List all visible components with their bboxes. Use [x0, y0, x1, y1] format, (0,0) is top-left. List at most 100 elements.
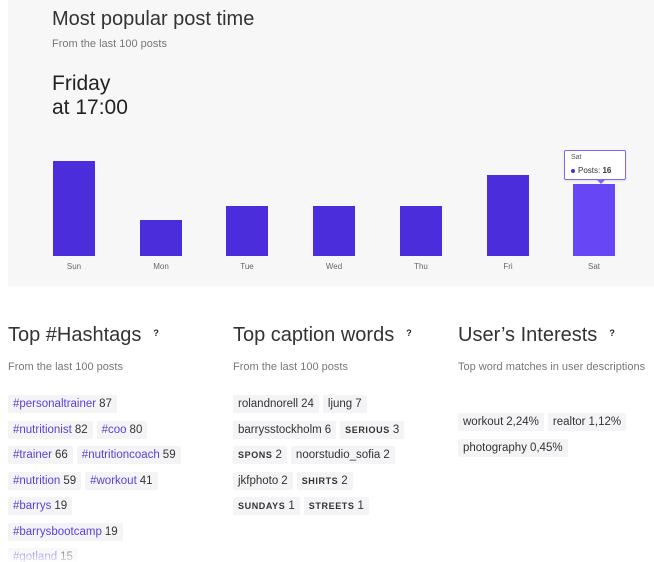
bar-mon[interactable] — [140, 220, 182, 256]
posts-by-day-chart: Sun Mon Tue Wed Thu Fri Sat — [8, 0, 654, 286]
caption-word-chip[interactable]: noorstudio_sofia 2 — [290, 446, 395, 464]
bar-fri[interactable] — [487, 175, 529, 256]
caption-word-chip-count: 2 — [383, 449, 390, 461]
caption-word-chip-label: rolandnorell — [238, 398, 299, 410]
post-time-card: Most popular post time From the last 100… — [8, 0, 654, 286]
chip-row: #nutritionist 82 #coo 80 — [8, 420, 151, 439]
bar-tue[interactable] — [226, 206, 268, 256]
best-day: Friday — [52, 72, 111, 95]
interest-chip-count: 0,45% — [529, 441, 563, 454]
chip-row: workout 2,24% realtor 1,12% — [458, 413, 630, 431]
interest-chip[interactable]: photography 0,45% — [458, 438, 568, 457]
hashtag-chip-label: #nutritioncoach — [81, 449, 160, 461]
x-tick-label: Mon — [153, 262, 169, 271]
tooltip-line: Posts: 16 — [571, 166, 611, 175]
interest-chip[interactable]: workout 2,24% — [458, 413, 544, 431]
caption-word-chip-label: SUNDAYS — [238, 501, 286, 511]
caption-word-chip-count: 2 — [281, 474, 288, 487]
hashtag-chip-count: 87 — [99, 398, 112, 410]
hashtag-chip-label: #barrys — [13, 500, 52, 512]
hashtag-chip[interactable]: #barrysbootcamp 19 — [8, 522, 123, 541]
tooltip-dot-icon — [571, 168, 575, 173]
hashtag-chip[interactable]: #personaltrainer 87 — [8, 395, 117, 413]
chip-row: #barrysbootcamp 19 — [8, 522, 127, 541]
chip-row: #barrys 19 — [8, 497, 76, 515]
caption-word-chip[interactable]: rolandnorell 24 — [233, 395, 319, 413]
caption-words-subtitle: From the last 100 posts — [233, 361, 348, 373]
bar-thu[interactable] — [400, 206, 442, 256]
hashtag-chip[interactable]: #trainer 66 — [8, 446, 73, 464]
interests-title: User’s Interests — [458, 324, 598, 346]
bar-sat[interactable] — [573, 184, 615, 256]
hashtag-chip-count: 82 — [74, 423, 88, 436]
caption-word-chip[interactable]: SUNDAYS 1 — [233, 497, 300, 515]
hashtag-chip-label: #nutritionist — [13, 423, 72, 436]
best-time: at 17:00 — [52, 96, 128, 119]
hashtags-section: Top #Hashtags? From the last 100 posts — [8, 324, 159, 376]
scroll-fade — [0, 540, 654, 562]
hashtags-title: Top #Hashtags — [8, 324, 142, 346]
caption-word-chip-label: SHIRTS — [301, 475, 339, 486]
x-tick-label: Sun — [66, 262, 82, 271]
interest-chip[interactable]: realtor 1,12% — [547, 413, 627, 431]
help-icon[interactable]: ? — [609, 327, 615, 338]
hashtag-chip-label: #workout — [90, 474, 137, 487]
caption-word-chip-label: SPONS — [238, 450, 273, 460]
hashtag-chip-count: 59 — [162, 449, 176, 461]
caption-word-chip[interactable]: SHIRTS 2 — [296, 471, 353, 490]
caption-word-chip[interactable]: SERIOUS 3 — [340, 420, 405, 439]
caption-word-chip-label: SERIOUS — [345, 424, 390, 435]
interests-subtitle: Top word matches in user descriptions — [458, 361, 646, 373]
caption-word-chip-label: noorstudio_sofia — [295, 449, 381, 461]
caption-word-chip-count: 1 — [288, 500, 295, 512]
chip-row: jkfphoto 2 SHIRTS 2 — [233, 471, 357, 490]
help-icon[interactable]: ? — [406, 327, 412, 338]
chip-row: #personaltrainer 87 — [8, 395, 121, 413]
hashtag-chip-count: 66 — [55, 449, 68, 461]
hashtag-chip[interactable]: #coo 80 — [96, 420, 148, 439]
bar-wed[interactable] — [313, 206, 355, 256]
hashtag-chip[interactable]: #barrys 19 — [8, 497, 73, 515]
help-icon[interactable]: ? — [153, 327, 159, 338]
hashtag-chip[interactable]: #nutritioncoach 59 — [76, 446, 181, 464]
chip-row: SPONS 2 noorstudio_sofia 2 — [233, 446, 399, 464]
x-tick-label: Sat — [587, 262, 600, 271]
caption-word-chip-count: 6 — [324, 423, 332, 436]
caption-word-chip[interactable]: ljung 7 — [322, 395, 367, 413]
hashtag-chip-label: #nutrition — [13, 474, 61, 487]
hashtag-chip-count: 41 — [139, 474, 153, 487]
caption-word-chip[interactable]: barrysstockholm 6 — [233, 420, 337, 439]
chip-row: SUNDAYS 1 STREETS 1 — [233, 497, 373, 515]
interest-chip-label: photography — [463, 441, 527, 454]
hashtag-chip-label: #personaltrainer — [13, 398, 97, 410]
caption-word-chip[interactable]: SPONS 2 — [233, 446, 287, 464]
bar-sun[interactable] — [53, 161, 95, 256]
tooltip-label: Posts: — [578, 166, 601, 175]
chip-row: rolandnorell 24 ljung 7 — [233, 395, 371, 413]
x-tick-label: Thu — [414, 262, 428, 271]
x-tick-label: Fri — [503, 262, 513, 271]
hashtag-chip-count: 80 — [129, 423, 143, 436]
hashtag-chip[interactable]: #nutritionist 82 — [8, 420, 93, 439]
hashtag-chip[interactable]: #workout 41 — [85, 471, 158, 490]
caption-words-section: Top caption words? From the last 100 pos… — [233, 324, 412, 376]
hashtag-chip-label: #barrysbootcamp — [13, 525, 102, 538]
caption-word-chip-count: 3 — [392, 423, 400, 436]
caption-word-chip[interactable]: STREETS 1 — [303, 497, 369, 515]
interest-chip-label: realtor — [552, 416, 586, 428]
tooltip-day: Sat — [571, 154, 582, 161]
hashtag-chip[interactable]: #nutrition 59 — [8, 471, 82, 490]
hashtag-chip-label: #trainer — [13, 449, 52, 461]
x-tick-label: Tue — [240, 262, 254, 271]
interest-chip-count: 1,12% — [588, 416, 622, 428]
x-tick-label: Wed — [325, 262, 343, 271]
tooltip-value: 16 — [602, 166, 612, 175]
post-time-subtitle: From the last 100 posts — [52, 38, 167, 50]
caption-word-chip-label: STREETS — [308, 501, 355, 511]
chip-row: #trainer 66 #nutritioncoach 59 — [8, 446, 185, 464]
caption-word-chip-count: 7 — [355, 398, 362, 410]
caption-word-chip-count: 1 — [357, 500, 364, 512]
hashtag-chip-count: 19 — [104, 525, 118, 538]
caption-word-chip[interactable]: jkfphoto 2 — [233, 471, 293, 490]
interest-chip-label: workout — [463, 416, 504, 428]
